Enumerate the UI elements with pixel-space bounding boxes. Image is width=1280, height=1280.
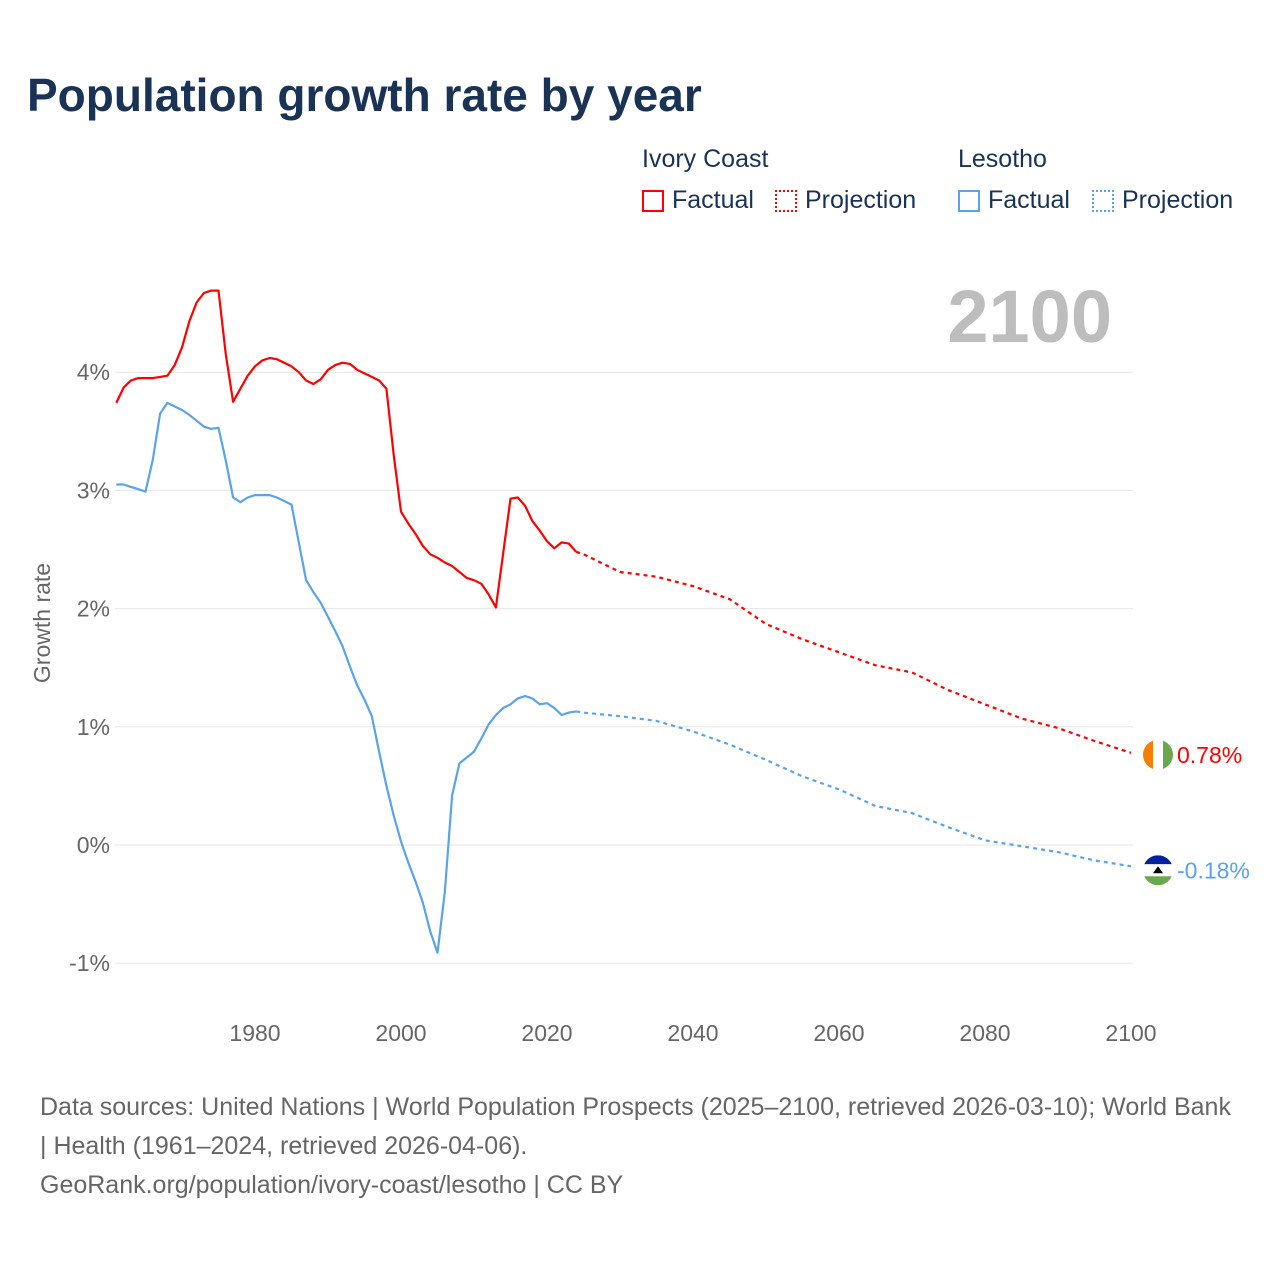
data-sources: Data sources: United Nations | World Pop… — [40, 1093, 1231, 1160]
x-tick-label: 2100 — [1105, 1020, 1156, 1046]
series-line-lesotho-projection — [576, 710, 1132, 868]
x-tick-label: 2020 — [521, 1020, 572, 1046]
y-tick-label: 2% — [77, 596, 110, 622]
legend-swatch-solid — [958, 189, 980, 212]
y-tick-label: 3% — [77, 477, 110, 503]
source-link[interactable]: GeoRank.org/population/ivory-coast/lesot… — [40, 1171, 624, 1199]
y-tick-label: -1% — [69, 950, 110, 976]
y-axis-label: Growth rate — [29, 563, 55, 683]
legend-label: Factual — [672, 186, 754, 214]
y-tick-label: 1% — [77, 714, 110, 740]
legend-lesotho-factual[interactable]: Factual — [958, 186, 1070, 215]
y-tick-label: 4% — [77, 359, 110, 385]
end-value-label-lesotho: -0.18% — [1177, 857, 1250, 883]
y-tick-label: 0% — [77, 832, 110, 858]
legend-label: Projection — [805, 186, 917, 214]
legend-label: Factual — [988, 186, 1070, 214]
legend-ivory-coast-factual[interactable]: Factual — [642, 186, 754, 215]
legend-swatch-dotted — [1092, 189, 1114, 212]
legend-ivory-coast-projection[interactable]: Projection — [775, 186, 916, 215]
legend-lesotho-projection[interactable]: Projection — [1092, 186, 1233, 215]
legend-swatch-dotted — [775, 189, 797, 212]
x-tick-label: 2000 — [375, 1020, 426, 1046]
x-tick-label: 2080 — [959, 1020, 1010, 1046]
legend-country-ivory-coast: Ivory Coast — [642, 145, 769, 173]
footer: Data sources: United Nations | World Pop… — [40, 1088, 1240, 1205]
x-tick-label: 2060 — [813, 1020, 864, 1046]
legend-country-lesotho: Lesotho — [958, 145, 1047, 173]
legend-label: Projection — [1122, 186, 1234, 214]
series-line-ivory-coast-factual — [115, 289, 578, 609]
x-tick-label: 2040 — [667, 1020, 718, 1046]
end-value-label-ivory-coast: 0.78% — [1177, 742, 1242, 768]
series-line-lesotho-factual — [116, 401, 577, 954]
year-label: 2100 — [947, 275, 1112, 358]
series-line-ivory-coast-projection — [575, 550, 1132, 754]
legend-swatch-solid — [642, 189, 664, 212]
lesotho-flag-icon — [1143, 855, 1173, 886]
x-tick-label: 1980 — [229, 1020, 280, 1046]
ivory-coast-flag-icon — [1143, 739, 1173, 770]
chart-title: Population growth rate by year — [27, 69, 702, 121]
